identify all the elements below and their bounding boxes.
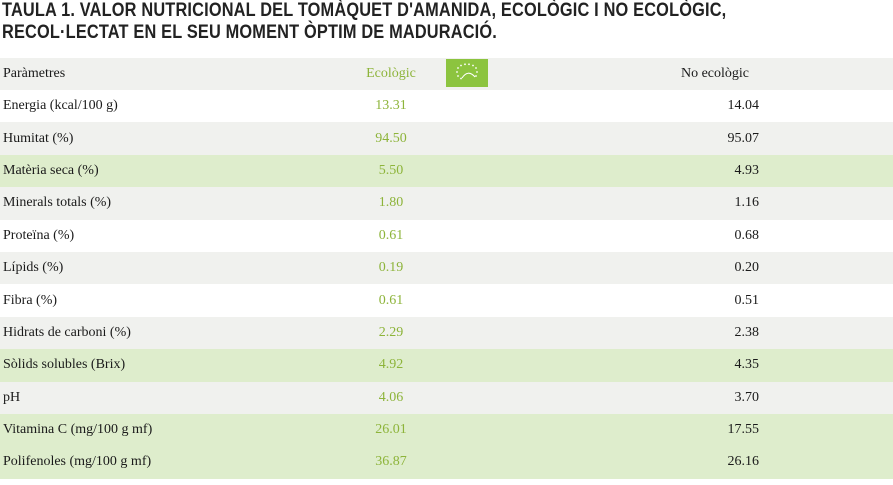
nutrition-table: Paràmetres Ecològic No ecològic Energia …	[0, 58, 893, 479]
table-row: Matèria seca (%) 5.50 4.93	[0, 154, 893, 188]
parameter-cell: Lípids (%)	[3, 260, 64, 276]
parameter-cell: Fibra (%)	[3, 292, 58, 308]
ecologic-value-cell: 2.29	[378, 324, 404, 340]
ecologic-value-cell: 0.61	[378, 292, 404, 308]
parameter-cell: Energia (kcal/100 g)	[3, 98, 118, 114]
non-ecologic-value-cell: 3.70	[734, 389, 760, 405]
parameter-cell: pH	[3, 389, 21, 405]
header-parameters: Paràmetres	[3, 66, 66, 81]
ecologic-value-cell: 13.31	[375, 98, 407, 114]
non-ecologic-value-cell: 0.68	[734, 227, 760, 243]
table-row: Humitat (%) 94.50 95.07	[0, 122, 893, 155]
parameter-cell: Vitamina C (mg/100 g mf)	[3, 422, 153, 438]
non-ecologic-value-cell: 0.20	[734, 260, 760, 276]
table-row: Fibra (%) 0.61 0.51	[0, 284, 893, 317]
table-row: Proteïna (%) 0.61 0.68	[0, 219, 893, 252]
table-row: Energia (kcal/100 g) 13.31 14.04	[0, 90, 893, 123]
ecologic-value-cell: 94.50	[375, 130, 407, 146]
ecologic-value-cell: 5.50	[378, 162, 404, 178]
non-ecologic-value-cell: 1.16	[734, 195, 760, 211]
table-body: Energia (kcal/100 g) 13.31 14.04 Humitat (%…	[0, 90, 893, 479]
table-row: Lípids (%) 0.19 0.20	[0, 251, 893, 285]
table-row: Vitamina C (mg/100 g mf) 26.01 17.55	[0, 413, 893, 447]
parameter-cell: Proteïna (%)	[3, 227, 75, 243]
ecologic-value-cell: 36.87	[375, 454, 407, 470]
header-ecologic: Ecològic	[366, 66, 416, 81]
eu-organic-leaf-icon	[446, 59, 488, 87]
non-ecologic-value-cell: 4.35	[734, 357, 760, 373]
ecologic-value-cell: 0.61	[378, 227, 404, 243]
ecologic-value-cell: 1.80	[378, 195, 404, 211]
parameter-cell: Sòlids solubles (Brix)	[3, 357, 126, 373]
table-title-line-1: Taula 1. Valor nutricional del tomàquet …	[2, 0, 727, 21]
non-ecologic-value-cell: 4.93	[734, 162, 760, 178]
table-row: Hidrats de carboni (%) 2.29 2.38	[0, 316, 893, 350]
ecologic-value-cell: 0.19	[378, 260, 404, 276]
parameter-cell: Polifenoles (mg/100 g mf)	[3, 454, 152, 470]
table-row: Sòlids solubles (Brix) 4.92 4.35	[0, 349, 893, 382]
ecologic-value-cell: 26.01	[375, 422, 407, 438]
table-row: Polifenoles (mg/100 g mf) 36.87 26.16	[0, 446, 893, 479]
ecologic-value-cell: 4.06	[378, 389, 404, 405]
table-header-row: Paràmetres Ecològic No ecològic	[0, 58, 893, 90]
non-ecologic-value-cell: 2.38	[734, 324, 760, 340]
non-ecologic-value-cell: 17.55	[727, 422, 760, 438]
table-title: Taula 1. Valor nutricional del tomàquet …	[2, 0, 726, 44]
header-non-ecologic: No ecològic	[680, 66, 750, 81]
non-ecologic-value-cell: 95.07	[727, 130, 760, 146]
parameter-cell: Hidrats de carboni (%)	[3, 324, 131, 340]
non-ecologic-value-cell: 26.16	[727, 454, 760, 470]
table-row: Minerals totals (%) 1.80 1.16	[0, 187, 893, 220]
non-ecologic-value-cell: 14.04	[727, 98, 760, 114]
table-row: pH 4.06 3.70	[0, 381, 893, 414]
parameter-cell: Minerals totals (%)	[3, 195, 112, 211]
parameter-cell: Humitat (%)	[3, 130, 74, 146]
non-ecologic-value-cell: 0.51	[734, 292, 760, 308]
ecologic-value-cell: 4.92	[378, 357, 404, 373]
parameter-cell: Matèria seca (%)	[3, 162, 99, 178]
table-title-line-2: recol·lectat en el seu moment òptim de m…	[2, 22, 497, 43]
